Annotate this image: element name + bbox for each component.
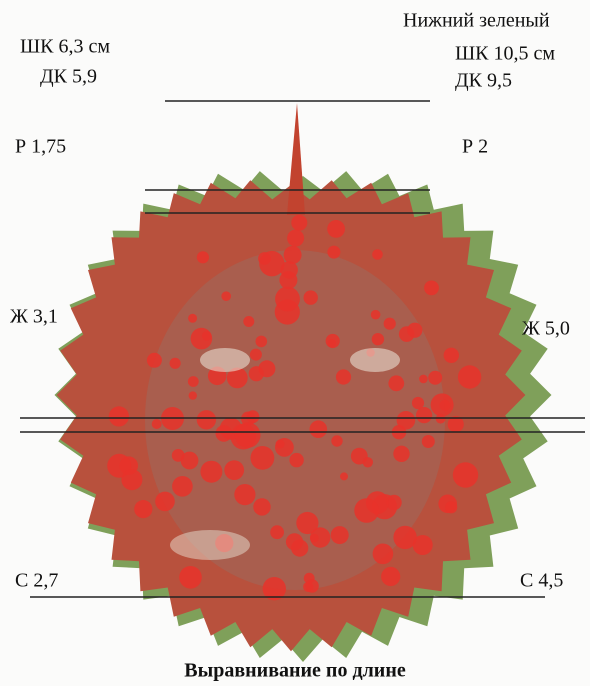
spot — [424, 281, 439, 296]
spot — [458, 365, 481, 388]
spot — [371, 310, 381, 320]
spot — [181, 452, 199, 470]
spot — [304, 290, 318, 304]
spot — [428, 371, 442, 385]
label: С 2,7 — [15, 570, 58, 592]
spot — [259, 251, 284, 276]
spot — [340, 472, 348, 480]
spot — [291, 215, 307, 231]
spot — [276, 440, 285, 449]
label: ШК 10,5 см — [455, 43, 555, 65]
spot — [281, 261, 298, 278]
spot — [397, 411, 416, 430]
label: Ж 3,1 — [10, 306, 58, 328]
spot — [326, 334, 340, 348]
spot — [253, 498, 270, 515]
spot — [249, 366, 264, 381]
spot — [221, 291, 231, 301]
spot — [224, 460, 244, 480]
spot — [336, 369, 351, 384]
spot — [419, 375, 428, 384]
spot — [109, 406, 129, 426]
spot — [284, 246, 302, 264]
spot — [200, 461, 222, 483]
spot — [373, 544, 394, 565]
spot — [393, 526, 416, 549]
spot — [234, 484, 255, 505]
pale-patch — [170, 530, 250, 560]
label: Ж 5,0 — [522, 318, 570, 340]
spot — [197, 251, 209, 263]
spot — [310, 534, 319, 543]
spot — [296, 512, 318, 534]
spot — [250, 349, 262, 361]
spot — [216, 425, 233, 442]
label: ДК 5,9 — [40, 66, 97, 88]
spot — [170, 358, 181, 369]
spot — [121, 469, 142, 490]
spot — [179, 566, 202, 589]
spot — [255, 336, 267, 348]
spot — [188, 314, 197, 323]
spot — [381, 567, 400, 586]
pale-patch — [200, 348, 250, 372]
caption: Выравнивание по длине — [184, 660, 406, 682]
spot — [310, 420, 328, 438]
spot — [286, 533, 303, 550]
spot — [372, 249, 383, 260]
spot — [243, 316, 254, 327]
spot — [235, 422, 261, 448]
label: ДК 9,5 — [455, 70, 512, 92]
spot — [188, 376, 199, 387]
label: Р 2 — [462, 136, 488, 158]
spot — [275, 287, 300, 312]
spot — [305, 579, 318, 592]
label: С 4,5 — [520, 570, 563, 592]
spot — [197, 410, 216, 429]
spot — [189, 391, 197, 399]
spot — [331, 435, 342, 446]
spot — [393, 446, 409, 462]
spot — [331, 526, 349, 544]
spot — [422, 435, 435, 448]
spot — [172, 476, 193, 497]
spot — [270, 525, 284, 539]
spot — [354, 498, 379, 523]
spot — [416, 407, 432, 423]
spot — [327, 246, 340, 259]
spot — [445, 501, 457, 513]
spot — [372, 333, 384, 345]
label: Р 1,75 — [15, 136, 66, 158]
spot — [287, 230, 304, 247]
spot — [152, 419, 162, 429]
pale-patch — [350, 348, 400, 372]
spot — [327, 220, 345, 238]
figure: ШК 6,3 см ДК 5,9 Нижний зеленый ШК 10,5 … — [0, 0, 590, 686]
spot — [444, 348, 459, 363]
label: Нижний зеленый — [403, 10, 550, 32]
spot — [453, 462, 478, 487]
spot — [407, 323, 422, 338]
spot — [147, 353, 162, 368]
spot — [155, 492, 175, 512]
spot — [251, 446, 275, 470]
label: ШК 6,3 см — [20, 36, 110, 58]
spot — [134, 500, 152, 518]
spot — [436, 414, 446, 424]
spot — [289, 453, 303, 467]
spot — [384, 318, 396, 330]
spot — [440, 400, 451, 411]
spot — [363, 457, 373, 467]
spot — [202, 331, 212, 341]
spot — [388, 375, 404, 391]
